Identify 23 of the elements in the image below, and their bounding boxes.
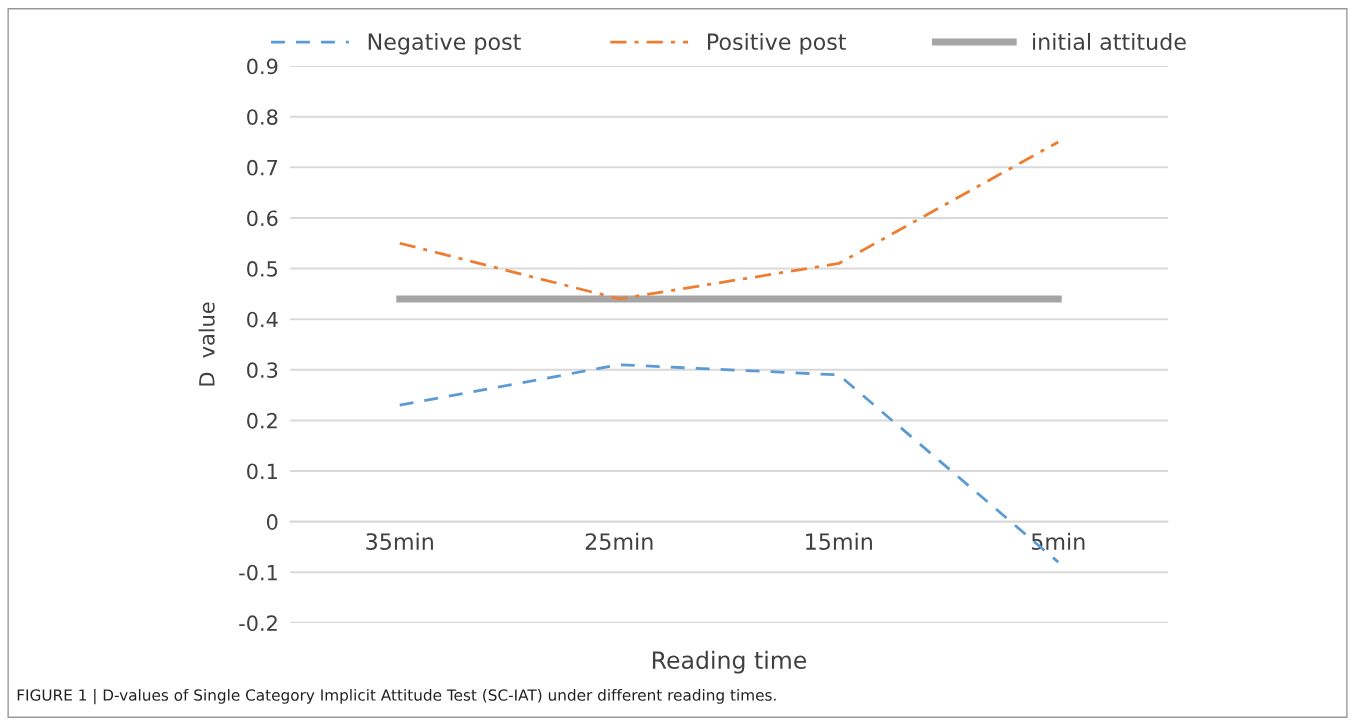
- x-tick-label: 15min: [806, 532, 872, 550]
- y-tick-label: 0.4: [247, 311, 278, 328]
- y-tick-label: 0.5: [247, 261, 278, 277]
- y-tick-label: 0.6: [247, 210, 278, 227]
- x-axis-title: Reading time: [652, 650, 807, 674]
- y-axis-title: D value: [198, 302, 215, 386]
- y-tick-label: 0.1: [247, 463, 277, 480]
- y-tick-label: 0: [266, 514, 278, 530]
- legend-label: Positive post: [708, 32, 847, 55]
- y-tick-label: 0.7: [247, 159, 278, 176]
- legend-label: initial attitude: [1033, 32, 1186, 51]
- y-tick-label: 0.3: [247, 362, 278, 379]
- y-tick-label: 0.8: [247, 109, 278, 125]
- y-tick-label: -0.2: [239, 615, 277, 632]
- x-tick-label: 25min: [585, 532, 653, 550]
- y-tick-label: 0.2: [247, 412, 277, 429]
- legend-label: Negative post: [368, 32, 521, 55]
- line-series: [398, 140, 1060, 301]
- x-tick-label: 5min: [1031, 532, 1085, 550]
- caption: FIGURE 1 | D-values of Single Category Implicit Attitude Test (SC-IAT) under different reading times.: [17, 688, 776, 705]
- y-tick-label: -0.1: [239, 564, 277, 581]
- x-tick-label: 35min: [366, 532, 433, 550]
- y-tick-label: 0.9: [247, 58, 278, 75]
